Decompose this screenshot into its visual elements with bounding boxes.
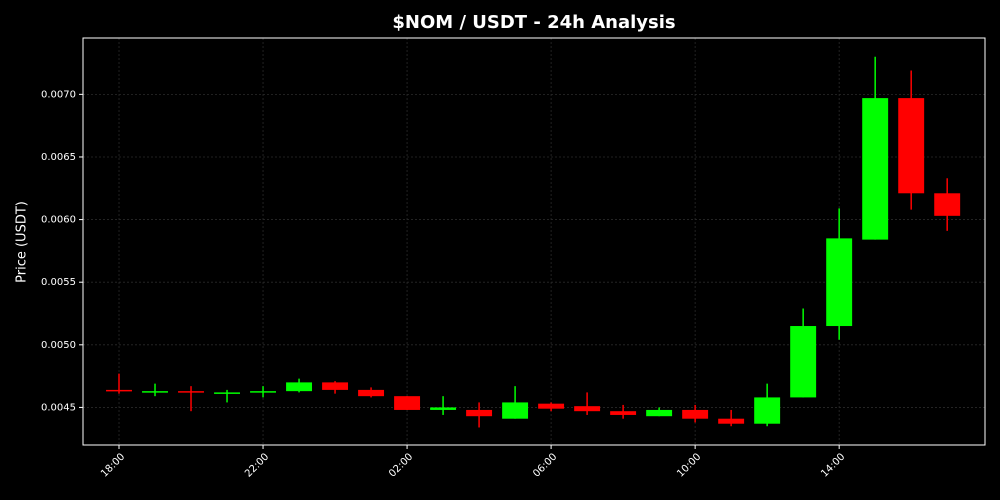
y-tick-label: 0.0060: [41, 215, 76, 226]
candle-body: [718, 418, 745, 424]
candle-body: [250, 391, 277, 393]
candle-body: [106, 389, 132, 392]
candle-body: [538, 403, 565, 409]
candle-body: [790, 326, 817, 398]
candle-body: [682, 409, 709, 419]
candle-body: [322, 382, 349, 390]
candle-body: [178, 391, 204, 393]
candle-body: [142, 391, 168, 393]
candle-body: [214, 392, 240, 394]
candle-body: [862, 98, 889, 240]
candle-body: [430, 407, 457, 410]
candle-body: [466, 409, 493, 417]
y-tick-label: 0.0070: [41, 89, 76, 100]
candle-body: [826, 238, 853, 327]
candle-body: [286, 382, 313, 392]
candle-body: [934, 193, 961, 216]
plot-frame: [82, 37, 986, 446]
candle-body: [898, 98, 925, 194]
y-axis-label: Price (USDT): [15, 201, 30, 283]
candle-body: [754, 397, 781, 424]
y-tick-label: 0.0050: [41, 340, 76, 351]
y-tick-label: 0.0065: [41, 152, 76, 163]
y-tick-label: 0.0055: [41, 277, 76, 288]
candle-body: [610, 411, 637, 415]
chart-title: $NOM / USDT - 24h Analysis: [392, 12, 675, 33]
candle-body: [574, 406, 601, 412]
candle-body: [646, 409, 673, 417]
candle-body: [358, 389, 385, 397]
candle-body: [502, 402, 529, 419]
candle-body: [394, 396, 421, 410]
y-tick-label: 0.0045: [41, 402, 76, 413]
